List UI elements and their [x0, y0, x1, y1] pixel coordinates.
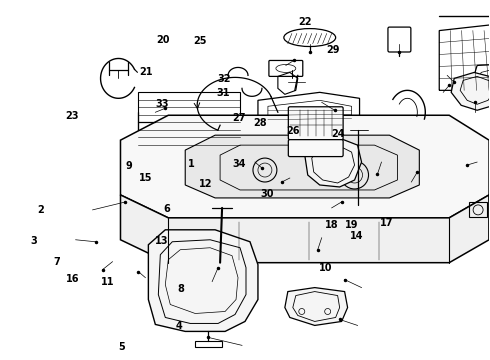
Text: 27: 27: [232, 113, 246, 123]
Text: 30: 30: [260, 189, 274, 199]
Text: 29: 29: [326, 45, 340, 55]
Text: 22: 22: [298, 17, 311, 27]
Text: 8: 8: [177, 284, 184, 294]
Text: 17: 17: [380, 218, 393, 228]
Text: 23: 23: [65, 111, 78, 121]
Text: 33: 33: [155, 99, 169, 109]
Text: 18: 18: [325, 220, 339, 230]
Text: 16: 16: [67, 274, 80, 284]
Polygon shape: [121, 195, 489, 263]
Text: 7: 7: [54, 257, 60, 267]
Text: 14: 14: [349, 231, 363, 240]
Polygon shape: [121, 115, 489, 218]
FancyBboxPatch shape: [288, 107, 343, 140]
Text: 34: 34: [232, 159, 246, 169]
Text: 25: 25: [194, 36, 207, 46]
Polygon shape: [148, 230, 258, 332]
Polygon shape: [305, 138, 362, 187]
Text: 31: 31: [216, 88, 230, 98]
Text: 13: 13: [155, 236, 169, 246]
Text: 1: 1: [188, 159, 195, 169]
Text: 20: 20: [156, 35, 170, 45]
Text: 19: 19: [344, 220, 358, 230]
Text: 11: 11: [100, 277, 114, 287]
Text: 4: 4: [176, 321, 182, 331]
Text: 6: 6: [164, 204, 171, 215]
Text: 3: 3: [31, 236, 38, 246]
FancyBboxPatch shape: [288, 140, 343, 157]
Text: 28: 28: [253, 118, 267, 128]
Text: 10: 10: [319, 263, 332, 273]
Text: 26: 26: [286, 126, 299, 135]
Text: 2: 2: [38, 206, 45, 216]
Text: 9: 9: [125, 161, 132, 171]
Text: 15: 15: [139, 173, 153, 183]
Text: 32: 32: [218, 74, 231, 84]
Polygon shape: [185, 135, 419, 198]
Polygon shape: [285, 288, 347, 325]
Polygon shape: [451, 72, 490, 110]
Text: 5: 5: [119, 342, 125, 352]
Text: 24: 24: [331, 129, 344, 139]
Text: 21: 21: [140, 67, 153, 77]
Text: 12: 12: [199, 179, 213, 189]
